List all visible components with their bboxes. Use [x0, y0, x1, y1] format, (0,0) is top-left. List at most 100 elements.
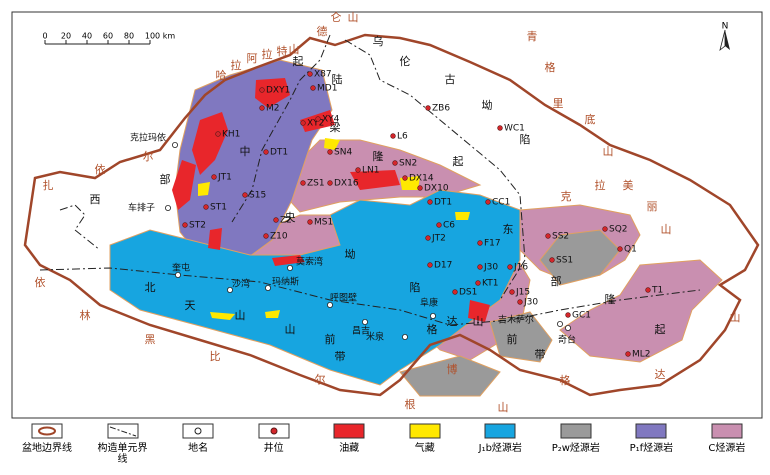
well-marker [300, 120, 306, 126]
gas-field [210, 312, 235, 320]
well-label: GC1 [572, 311, 591, 321]
unit-label: 部 [551, 274, 562, 288]
well-label: C6 [443, 221, 455, 231]
legend-label: 地名 [188, 443, 209, 454]
well-marker [497, 125, 503, 131]
unit-label: 陷 [520, 132, 531, 146]
well-marker [310, 85, 316, 91]
well-marker [436, 222, 442, 228]
well-marker [509, 289, 515, 295]
place-label: 呼图壁 [330, 292, 357, 304]
legend-symbol [31, 423, 63, 439]
unit-label: 起 [293, 55, 304, 68]
unit-label: 隆 [605, 292, 616, 306]
mountain-label: 拉 [262, 47, 273, 61]
tectonic-boundary [344, 39, 526, 301]
mountain-label: 仑 [331, 10, 342, 24]
mountain-label: 扎 [43, 178, 54, 192]
unit-label: 乌 [373, 34, 384, 48]
well-label: ZS1 [307, 179, 325, 189]
well-marker [485, 199, 491, 205]
legend-symbol [409, 423, 441, 439]
mountain-label: 山 [603, 145, 614, 158]
mountain-label: 山 [289, 43, 300, 56]
well-marker [625, 351, 631, 357]
unit-label: 起 [453, 155, 464, 168]
well-label: XY2 [307, 119, 324, 129]
unit-label: 坳 [482, 98, 493, 112]
legend-item: 井位 [239, 422, 309, 472]
well-marker [327, 180, 333, 186]
oil-field [172, 160, 196, 210]
well-marker [475, 280, 481, 286]
well-marker [300, 180, 306, 186]
place-label: 玛纳斯 [272, 276, 299, 288]
place-marker [429, 312, 436, 319]
place-marker [171, 141, 178, 148]
place-marker [286, 264, 293, 271]
scale-label: 0 [42, 32, 47, 41]
unit-label: 北 [145, 281, 156, 294]
oil-field [350, 170, 400, 190]
north-arrow-head [719, 29, 726, 52]
mountain-label: 尔 [315, 373, 326, 386]
place-marker [557, 320, 564, 327]
c-rock [559, 259, 723, 363]
unit-label: 伦 [400, 54, 411, 68]
legend-item: P₂w烃源岩 [541, 422, 611, 472]
well-marker [215, 131, 221, 137]
well-label: LN1 [362, 166, 379, 176]
well-marker [507, 264, 513, 270]
well-label: L6 [397, 132, 408, 142]
well-label: DX14 [409, 174, 434, 184]
well-marker [273, 217, 279, 223]
unit-label: 梁 [330, 120, 341, 134]
place-label: 沙湾 [232, 278, 250, 290]
well-label: Z2 [280, 216, 292, 226]
legend-label: C烃源岩 [708, 443, 746, 454]
place-label: 莫索湾 [296, 256, 323, 268]
tectonic-boundaries [39, 34, 701, 326]
well-label: X87 [314, 70, 332, 80]
mountain-label: 青 [527, 30, 538, 43]
map: N 0 20 40 60 80 100 km扎依尔哈拉阿拉特山德仑 山青格里底山克拉 美丽山山… [11, 10, 763, 419]
well-marker [263, 149, 269, 155]
well-label: DXY1 [266, 86, 290, 96]
well-label: CC1 [492, 198, 510, 208]
oil-field [208, 228, 222, 250]
well-marker [425, 105, 431, 111]
well-label: J16 [513, 263, 528, 273]
gas-field [324, 138, 340, 150]
p2w-rock [489, 311, 553, 363]
well-marker [565, 312, 571, 318]
unit-label: 陆 [332, 72, 343, 86]
well-marker [549, 257, 555, 263]
mountain-label: 依 [95, 163, 106, 176]
gas-field [265, 310, 280, 318]
unit-label: 坳 [345, 247, 356, 261]
legend-label: P₁f烃源岩 [629, 443, 674, 454]
legend-symbol [560, 423, 592, 439]
legend-item: 盆地边界线 [12, 422, 82, 472]
well-label: M2 [266, 104, 280, 114]
well-marker [259, 105, 265, 111]
well-marker [392, 160, 398, 166]
unit-label: 带 [535, 348, 546, 361]
mountain-label: 拉 [595, 178, 606, 192]
well-label: DX16 [334, 179, 359, 189]
legend-symbol [484, 423, 516, 439]
well-marker [427, 199, 433, 205]
mountain-label: 拉 [231, 58, 242, 72]
p2w-rock [399, 355, 501, 397]
well-label: F17 [484, 239, 501, 249]
north-arrow: N [719, 22, 730, 52]
oil-field [468, 300, 490, 322]
well-marker [425, 235, 431, 241]
legend-label: J₁b烃源岩 [478, 443, 522, 454]
mountain-label: 克 [561, 190, 572, 203]
well-label: DT1 [434, 198, 452, 208]
well-marker [477, 264, 483, 270]
well-label: SS2 [552, 232, 569, 242]
legend-item: J₁b烃源岩 [465, 422, 535, 472]
